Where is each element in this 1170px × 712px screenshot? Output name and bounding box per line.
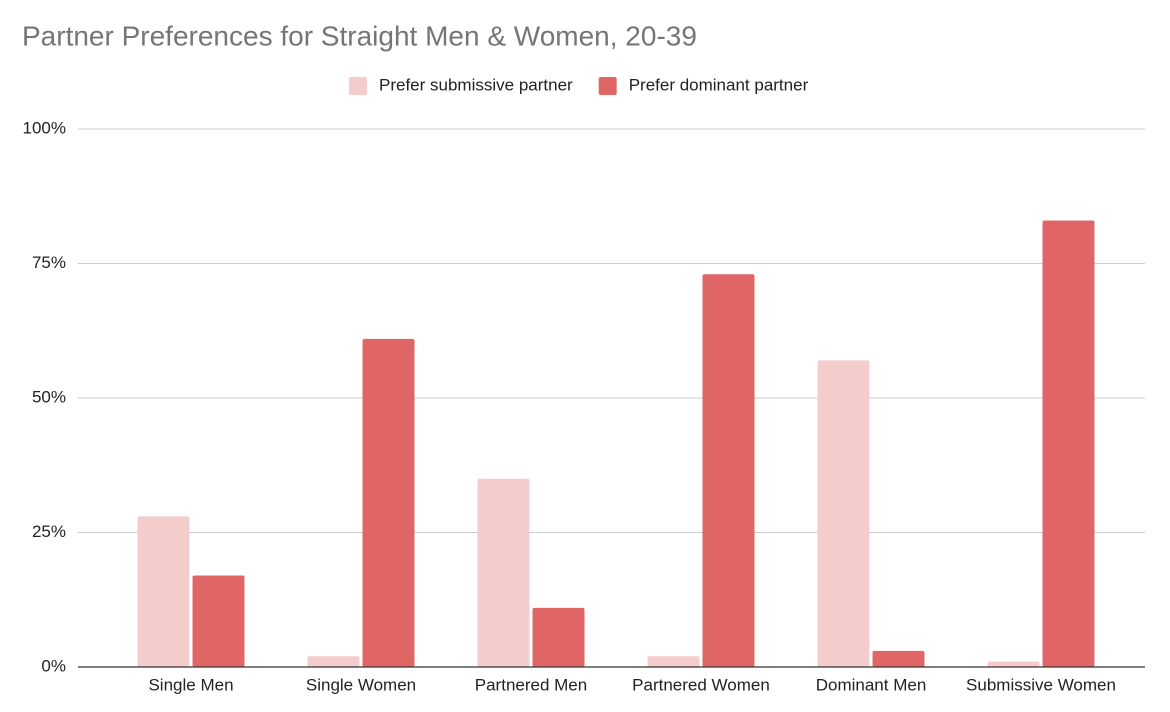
legend-label: Prefer submissive partner (379, 75, 573, 94)
x-tick-label: Partnered Women (632, 675, 770, 694)
bar (307, 656, 360, 667)
chart-title: Partner Preferences for Straight Men & W… (22, 20, 697, 51)
bar (532, 607, 585, 667)
bar (702, 274, 755, 667)
x-tick-label: Single Women (306, 675, 416, 694)
y-tick-label: 0% (41, 656, 66, 675)
bar (192, 575, 245, 667)
x-tick-label: Single Men (148, 675, 233, 694)
legend-label: Prefer dominant partner (629, 75, 809, 94)
x-tick-label: Partnered Men (475, 675, 587, 694)
y-tick-label: 75% (32, 253, 66, 272)
bar (477, 478, 530, 667)
x-tick-label: Submissive Women (966, 675, 1116, 694)
y-tick-label: 50% (32, 387, 66, 406)
legend-swatch (349, 77, 367, 95)
bar (872, 650, 925, 667)
bar (987, 661, 1040, 667)
bar (137, 516, 190, 667)
bar (1042, 220, 1095, 667)
y-tick-label: 25% (32, 522, 66, 541)
bar (362, 338, 415, 667)
bar (647, 656, 700, 667)
bar (817, 360, 870, 667)
x-tick-label: Dominant Men (816, 675, 927, 694)
y-tick-label: 100% (23, 118, 66, 137)
legend-swatch (598, 77, 617, 95)
